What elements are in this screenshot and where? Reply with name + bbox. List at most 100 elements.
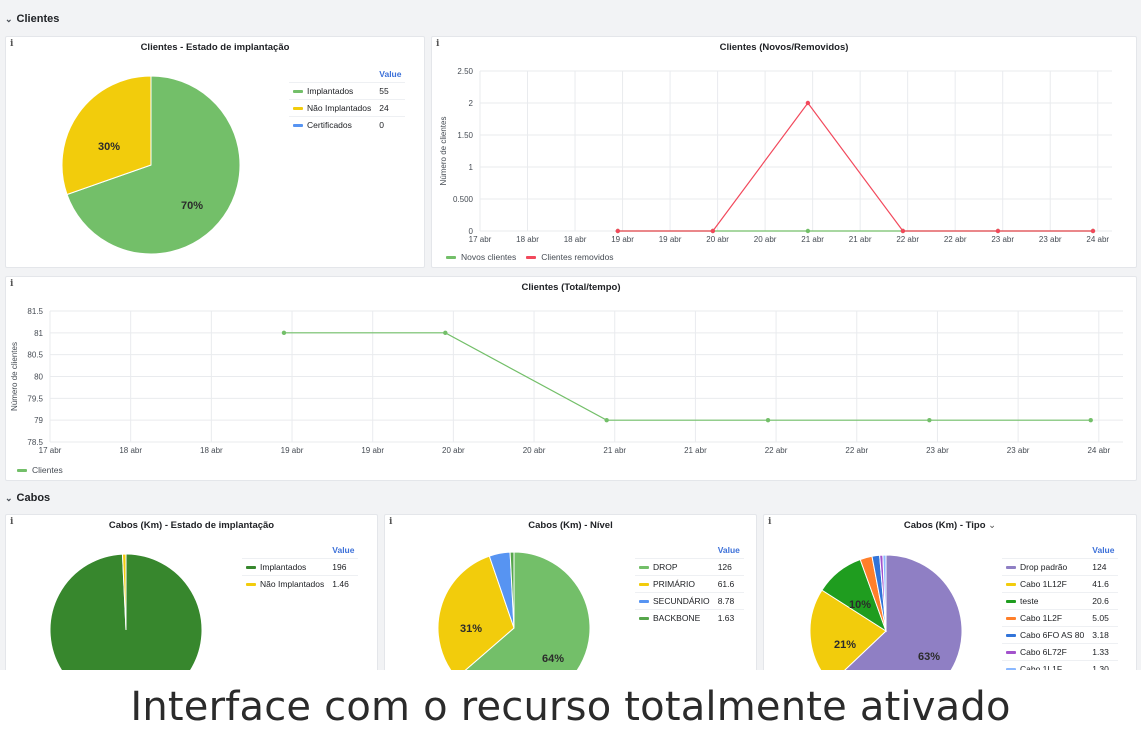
data-point[interactable] — [604, 417, 609, 423]
info-icon[interactable]: i — [10, 279, 14, 289]
legend-row[interactable]: Drop padrão 124 — [1002, 558, 1119, 576]
x-tick-label: 18 abr — [564, 235, 587, 244]
x-tick-label: 18 abr — [516, 235, 539, 244]
legend-row[interactable]: Cabo 1L12F 41.6 — [1002, 575, 1119, 593]
legend-row[interactable]: Cabo 1L2F 5.05 — [1002, 609, 1119, 627]
slice-label: 21% — [834, 639, 856, 651]
legend-row[interactable]: Não Implantados 24 — [289, 99, 406, 117]
legend-header: Value — [379, 69, 402, 79]
chevron-down-icon[interactable]: ⌄ — [988, 520, 997, 531]
x-tick-label: 19 abr — [611, 235, 634, 244]
row-header-cabos[interactable]: ⌄ Cabos — [5, 492, 50, 504]
legend-label: PRIMÁRIO — [649, 575, 714, 593]
legend-label: Clientes removidos — [541, 252, 614, 262]
legend-table: Value Implantados 55 Não Implantados 24 Cert… — [289, 67, 406, 133]
y-tick-label: 81.5 — [27, 307, 43, 316]
dashboard: ⌄ Clientes i Clientes - Estado de implan… — [0, 0, 1141, 670]
data-point[interactable] — [710, 228, 716, 234]
info-icon[interactable]: i — [768, 517, 772, 527]
legend-row[interactable]: Implantados 196 — [242, 558, 359, 576]
pie-chart: 70% 30% — [61, 75, 241, 255]
legend-value: 41.6 — [1088, 575, 1119, 593]
pie-slice[interactable] — [509, 551, 515, 629]
pie-slice[interactable] — [61, 75, 152, 196]
legend-value: 0 — [375, 116, 406, 133]
legend-swatch — [1006, 566, 1016, 570]
legend-swatch — [639, 583, 649, 587]
x-tick-label: 22 abr — [944, 235, 967, 244]
row-title: Clientes — [16, 13, 60, 25]
pie-slice[interactable] — [121, 553, 127, 631]
data-point[interactable] — [927, 417, 932, 423]
legend-swatch — [1006, 651, 1016, 655]
y-axis-label: Número de clientes — [10, 342, 19, 411]
legend-row[interactable]: SECUNDÁRIO 8.78 — [635, 592, 744, 610]
data-point[interactable] — [615, 228, 621, 234]
legend-value: 3.18 — [1088, 626, 1119, 644]
x-tick-label: 24 abr — [1087, 446, 1110, 455]
data-point[interactable] — [1088, 417, 1093, 423]
legend-label: SECUNDÁRIO — [649, 592, 714, 610]
legend-swatch — [293, 90, 303, 94]
data-point[interactable] — [765, 417, 771, 423]
legend-value: 126 — [713, 558, 744, 576]
legend-row[interactable]: BACKBONE 1.63 — [635, 609, 744, 626]
series-line[interactable] — [617, 101, 1093, 232]
legend-row[interactable]: teste 20.6 — [1002, 592, 1119, 610]
legend-label: DROP — [649, 558, 714, 576]
slice-label: 31% — [460, 623, 482, 635]
info-icon[interactable]: i — [436, 39, 440, 49]
x-tick-label: 23 abr — [1039, 235, 1062, 244]
chevron-down-icon: ⌄ — [5, 492, 13, 503]
info-icon[interactable]: i — [10, 39, 14, 49]
series-line[interactable] — [283, 332, 1091, 421]
chart-legend: Novos clientes Clientes removidos — [446, 252, 614, 262]
legend-row[interactable]: Não Implantados 1.46 — [242, 575, 359, 592]
line-chart: 0 0.500 1 1.50 2 2.50 17 abr 18 abr 18 abr 19 abr… — [439, 67, 1112, 244]
legend-row[interactable]: Cabo 1L1F 1.30 — [1002, 660, 1119, 670]
info-icon[interactable]: i — [389, 517, 393, 527]
data-point[interactable] — [805, 100, 811, 106]
x-tick-label: 21 abr — [849, 235, 872, 244]
legend-row[interactable]: PRIMÁRIO 61.6 — [635, 575, 744, 593]
legend-item[interactable]: Clientes removidos — [526, 252, 614, 262]
pie-slice[interactable] — [809, 589, 887, 670]
pie-slice[interactable] — [882, 554, 887, 632]
legend-row[interactable]: Cabo 6L72F 1.33 — [1002, 643, 1119, 661]
legend-value: 1.30 — [1088, 660, 1119, 670]
legend-row[interactable]: Cabo 6FO AS 80 3.18 — [1002, 626, 1119, 644]
pie-slice[interactable] — [831, 554, 963, 670]
legend-row[interactable]: DROP 126 — [635, 558, 744, 576]
legend-table: Value Implantados 196 Não Implantados 1.46 — [242, 543, 359, 592]
data-point[interactable] — [805, 228, 811, 234]
pie-chart: 64% 31% — [437, 551, 591, 670]
data-point[interactable] — [443, 330, 448, 336]
data-point[interactable] — [281, 330, 287, 336]
legend-item[interactable]: Novos clientes — [446, 252, 516, 262]
pie-slice[interactable] — [457, 551, 591, 670]
legend-row[interactable]: Implantados 55 — [289, 82, 406, 100]
y-tick-label: 79.5 — [27, 394, 43, 403]
legend-swatch — [1006, 617, 1016, 621]
legend-label: Drop padrão — [1016, 558, 1089, 576]
row-header-clientes[interactable]: ⌄ Clientes — [5, 13, 59, 25]
data-point[interactable] — [995, 228, 1001, 234]
x-tick-label: 22 abr — [896, 235, 919, 244]
data-point[interactable] — [1090, 228, 1096, 234]
legend-label: Cabo 1L1F — [1016, 660, 1089, 670]
x-tick-label: 21 abr — [684, 446, 707, 455]
legend-row[interactable]: Certificados 0 — [289, 116, 406, 133]
y-tick-label: 78.5 — [27, 438, 43, 447]
legend-item[interactable]: Clientes — [17, 465, 63, 475]
x-tick-label: 19 abr — [659, 235, 682, 244]
pie-slice[interactable] — [66, 75, 241, 255]
legend-label: Novos clientes — [461, 252, 517, 262]
pie-slice[interactable] — [49, 553, 203, 670]
legend-value: 1.33 — [1088, 643, 1119, 661]
panel-title: Clientes - Estado de implantação — [140, 42, 290, 53]
info-icon[interactable]: i — [10, 517, 14, 527]
pie-slice[interactable] — [437, 555, 515, 670]
data-point[interactable] — [900, 228, 906, 234]
legend-label: teste — [1016, 592, 1089, 610]
panel-title[interactable]: Cabos (Km) - Tipo ⌄ — [764, 520, 1136, 531]
